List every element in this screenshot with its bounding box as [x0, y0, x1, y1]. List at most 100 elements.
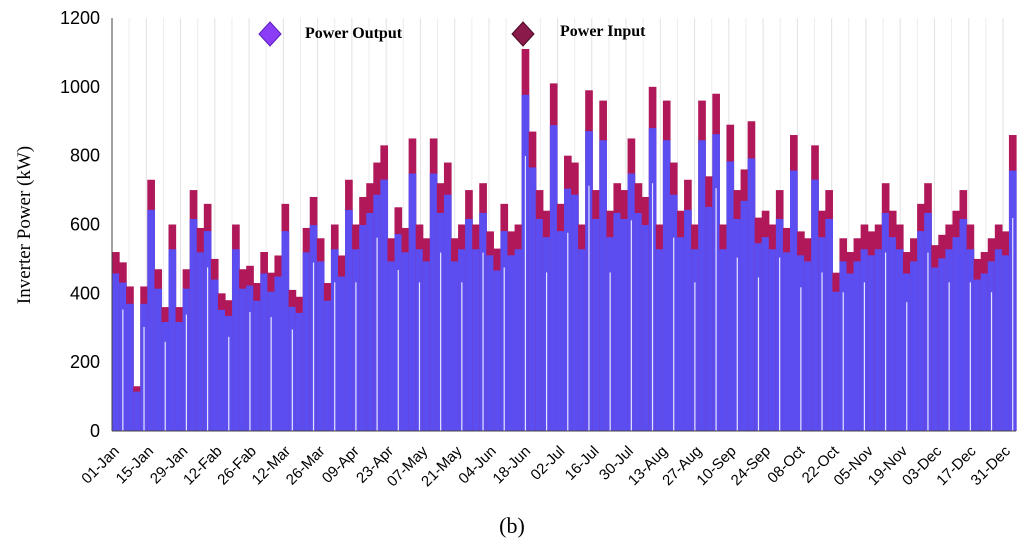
power-output-bar	[189, 218, 198, 431]
bar-gap	[673, 237, 675, 431]
power-output-bar	[535, 218, 544, 431]
bar-gap	[969, 282, 971, 431]
power-output-bar	[804, 261, 812, 431]
power-output-bar	[641, 225, 650, 431]
bar-gap	[800, 287, 802, 431]
power-output-bar	[210, 279, 219, 431]
power-output-bar	[592, 218, 600, 431]
power-output-bar	[578, 249, 586, 431]
bar-gap	[906, 302, 908, 431]
power-output-bar	[910, 261, 918, 431]
diamond-marker-icon	[511, 21, 535, 47]
bar-gap	[524, 155, 527, 431]
power-output-bar	[973, 279, 982, 431]
power-output-bar	[556, 231, 565, 431]
power-output-bar	[952, 237, 961, 431]
power-output-bar	[408, 173, 417, 431]
power-output-bar	[387, 261, 396, 431]
power-output-bar	[655, 249, 664, 431]
power-output-bar	[345, 209, 353, 431]
x-tick-label: 02-Jul	[527, 443, 568, 484]
power-output-bar	[323, 300, 332, 431]
power-output-bar	[217, 309, 226, 431]
power-output-bar	[790, 170, 798, 431]
y-axis-label: Inverter Power (kW)	[14, 146, 35, 304]
bar-gap	[715, 188, 717, 431]
power-output-bar	[295, 312, 304, 431]
power-output-bar	[316, 261, 325, 431]
bar-layer	[112, 48, 1017, 432]
power-output-bar	[239, 288, 247, 431]
bar-gap	[863, 282, 866, 431]
power-output-bar	[154, 288, 163, 431]
x-tick-label: 08-Oct	[764, 442, 808, 486]
power-output-bar	[465, 218, 473, 431]
panel-label: (b)	[499, 513, 525, 538]
y-tick-label: 800	[70, 146, 100, 166]
power-output-bar	[874, 249, 883, 431]
power-output-bar	[147, 209, 155, 431]
bar-gap	[927, 252, 929, 431]
power-output-bar	[853, 261, 862, 431]
power-output-bar	[620, 218, 629, 431]
power-output-bar	[740, 200, 749, 431]
x-tick-label: 09-Apr	[319, 443, 363, 487]
bar-gap	[312, 262, 315, 431]
y-tick-label: 1200	[60, 8, 100, 28]
bar-gap	[948, 282, 950, 431]
x-tick-label: 26-Mar	[283, 443, 329, 489]
bar-gap	[334, 282, 336, 431]
bar-gap	[206, 267, 209, 431]
power-output-bar	[126, 303, 134, 431]
power-output-bar	[867, 255, 876, 431]
x-tick-label: 18-Jun	[490, 443, 534, 487]
power-output-bar	[888, 237, 897, 431]
x-tick-labels: 01-Jan15-Jan29-Jan12-Fab26-Fab12-Mar26-M…	[78, 442, 1014, 490]
legend-item-power-input: Power Input	[511, 21, 646, 47]
bar-gap	[355, 282, 357, 431]
power-output-bar	[302, 252, 311, 431]
power-output-bar	[253, 300, 261, 431]
power-output-bar	[514, 249, 523, 431]
bar-gap	[122, 309, 124, 431]
power-output-bar	[832, 291, 841, 431]
legend: Power Output Power Input	[258, 21, 646, 47]
power-output-bar	[281, 231, 290, 431]
power-output-bar	[825, 218, 833, 431]
power-output-bar	[401, 252, 410, 431]
power-output-bar	[811, 179, 819, 431]
power-output-bar	[232, 249, 240, 431]
bar-gap	[164, 341, 166, 431]
power-output-bar	[726, 161, 735, 431]
power-output-bar	[451, 261, 459, 431]
y-tick-label: 0	[90, 421, 100, 441]
power-output-bar	[895, 249, 904, 431]
y-tick-label: 200	[70, 352, 100, 372]
bar-gap	[694, 282, 696, 431]
power-output-bar	[719, 249, 728, 431]
power-output-bar	[443, 194, 452, 431]
bar-gap	[609, 272, 611, 431]
bar-gap	[779, 257, 781, 431]
power-output-bar	[507, 255, 516, 431]
bar-gap	[1012, 217, 1014, 431]
power-output-bar	[571, 194, 579, 431]
bar-gap	[185, 314, 188, 431]
power-output-bar	[168, 249, 177, 431]
bar-gap	[821, 272, 823, 431]
power-output-bar	[698, 140, 706, 432]
power-output-bar	[338, 276, 346, 431]
power-output-bar	[705, 206, 713, 431]
bar-gap	[884, 252, 887, 431]
power-output-bar	[768, 249, 777, 431]
x-tick-label: 31-Dec	[968, 442, 1015, 489]
legend-item-power-output: Power Output	[258, 21, 403, 47]
power-output-bar	[931, 267, 939, 431]
power-output-bar	[761, 237, 770, 431]
power-output-bar	[260, 273, 268, 431]
y-tick-label: 600	[70, 215, 100, 235]
power-output-bar	[938, 258, 946, 431]
y-tick-label: 400	[70, 283, 100, 303]
